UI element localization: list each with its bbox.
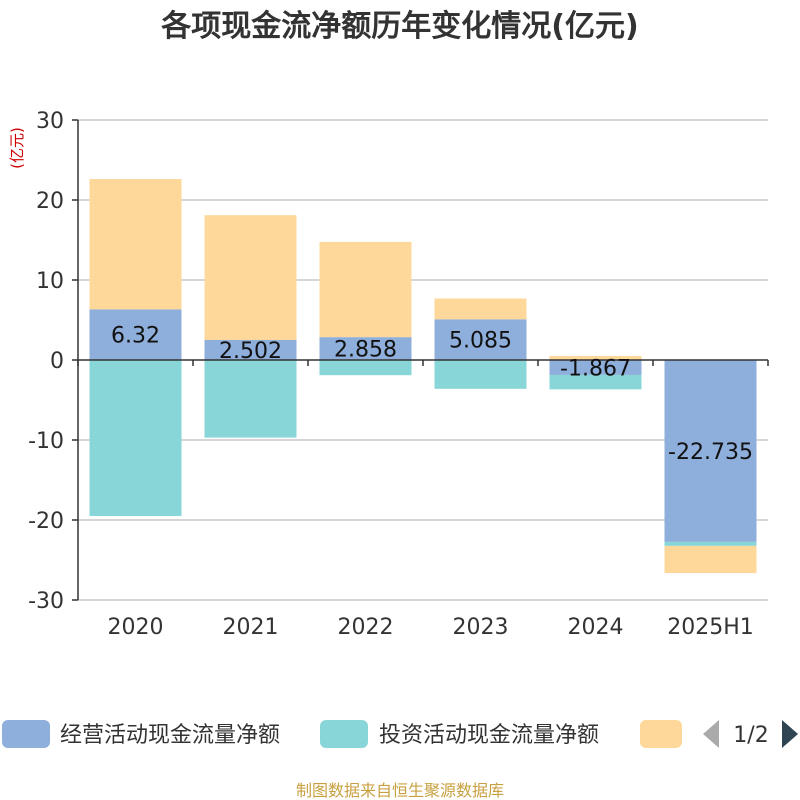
bar-2022-series-0[interactable] — [319, 337, 412, 360]
data-label-2025H1: -22.735 — [668, 440, 753, 465]
data-labels: 6.32 2.502 2.858 5.085 -1.867 -22.735 — [111, 324, 753, 465]
bar-2020-series-0[interactable] — [89, 309, 182, 360]
grid — [78, 119, 768, 601]
axes: 30 20 10 0 -10 -20 -30 2020 2021 2022 2023 2024 2025… — [28, 109, 769, 640]
legend-page-indicator: 1/2 — [733, 723, 768, 748]
data-label-2022: 2.858 — [334, 338, 397, 363]
chart-title: 各项现金流净额历年变化情况(亿元) — [160, 9, 638, 44]
legend-swatch-operating — [2, 720, 50, 748]
bar-2024-series-1[interactable] — [549, 374, 642, 390]
legend-next-page-icon[interactable] — [782, 720, 798, 748]
y-tick-label: -30 — [28, 589, 64, 614]
y-tick-label: 0 — [50, 349, 64, 374]
bar-2020-series-2[interactable] — [89, 179, 182, 310]
y-tick-label: -10 — [28, 429, 64, 454]
data-label-2024: -1.867 — [560, 356, 631, 381]
bar-2021-series-0[interactable] — [204, 339, 297, 360]
bar-2020-series-1[interactable] — [89, 360, 182, 516]
y-tick-label: -20 — [28, 509, 64, 534]
y-axis-unit: (亿元) — [8, 127, 26, 169]
data-label-2023: 5.085 — [449, 329, 512, 354]
x-tick-label: 2023 — [453, 615, 509, 640]
bar-2024-series-2[interactable] — [549, 356, 642, 360]
legend-prev-page-icon[interactable] — [703, 720, 719, 748]
bar-2021-series-2[interactable] — [204, 215, 297, 340]
x-tick-label: 2024 — [568, 615, 624, 640]
legend: 经营活动现金流量净额 投资活动现金流量净额 1/2 — [2, 720, 798, 748]
bar-2023-series-0[interactable] — [434, 319, 527, 360]
bar-2023-series-1[interactable] — [434, 360, 527, 389]
data-source: 制图数据来自恒生聚源数据库 — [296, 781, 504, 800]
bar-2022-series-2[interactable] — [319, 241, 412, 338]
bar-2021-series-1[interactable] — [204, 360, 297, 438]
bar-2025H1-series-0[interactable] — [664, 360, 757, 542]
legend-swatch-third — [640, 720, 682, 748]
y-tick-label: 20 — [36, 189, 64, 214]
data-label-2020: 6.32 — [111, 324, 160, 349]
bar-2025H1-series-1[interactable] — [664, 541, 757, 546]
bar-2024-series-0[interactable] — [549, 360, 642, 375]
bars — [89, 179, 757, 574]
bar-2025H1-series-2[interactable] — [664, 545, 757, 574]
x-tick-label: 2022 — [338, 615, 394, 640]
data-label-2021: 2.502 — [219, 339, 282, 364]
legend-swatch-investing — [320, 720, 368, 748]
legend-item-operating[interactable]: 经营活动现金流量净额 — [2, 720, 280, 748]
x-tick-label: 2025H1 — [667, 615, 754, 640]
legend-label-operating: 经营活动现金流量净额 — [60, 723, 280, 748]
legend-item-third[interactable] — [640, 720, 682, 748]
legend-label-investing: 投资活动现金流量净额 — [379, 723, 599, 748]
legend-item-investing[interactable]: 投资活动现金流量净额 — [320, 720, 599, 748]
x-tick-label: 2021 — [223, 615, 279, 640]
bar-2022-series-1[interactable] — [319, 360, 412, 376]
x-tick-label: 2020 — [108, 615, 164, 640]
bar-2023-series-2[interactable] — [434, 298, 527, 320]
y-tick-label: 30 — [36, 109, 64, 134]
y-tick-label: 10 — [36, 269, 64, 294]
